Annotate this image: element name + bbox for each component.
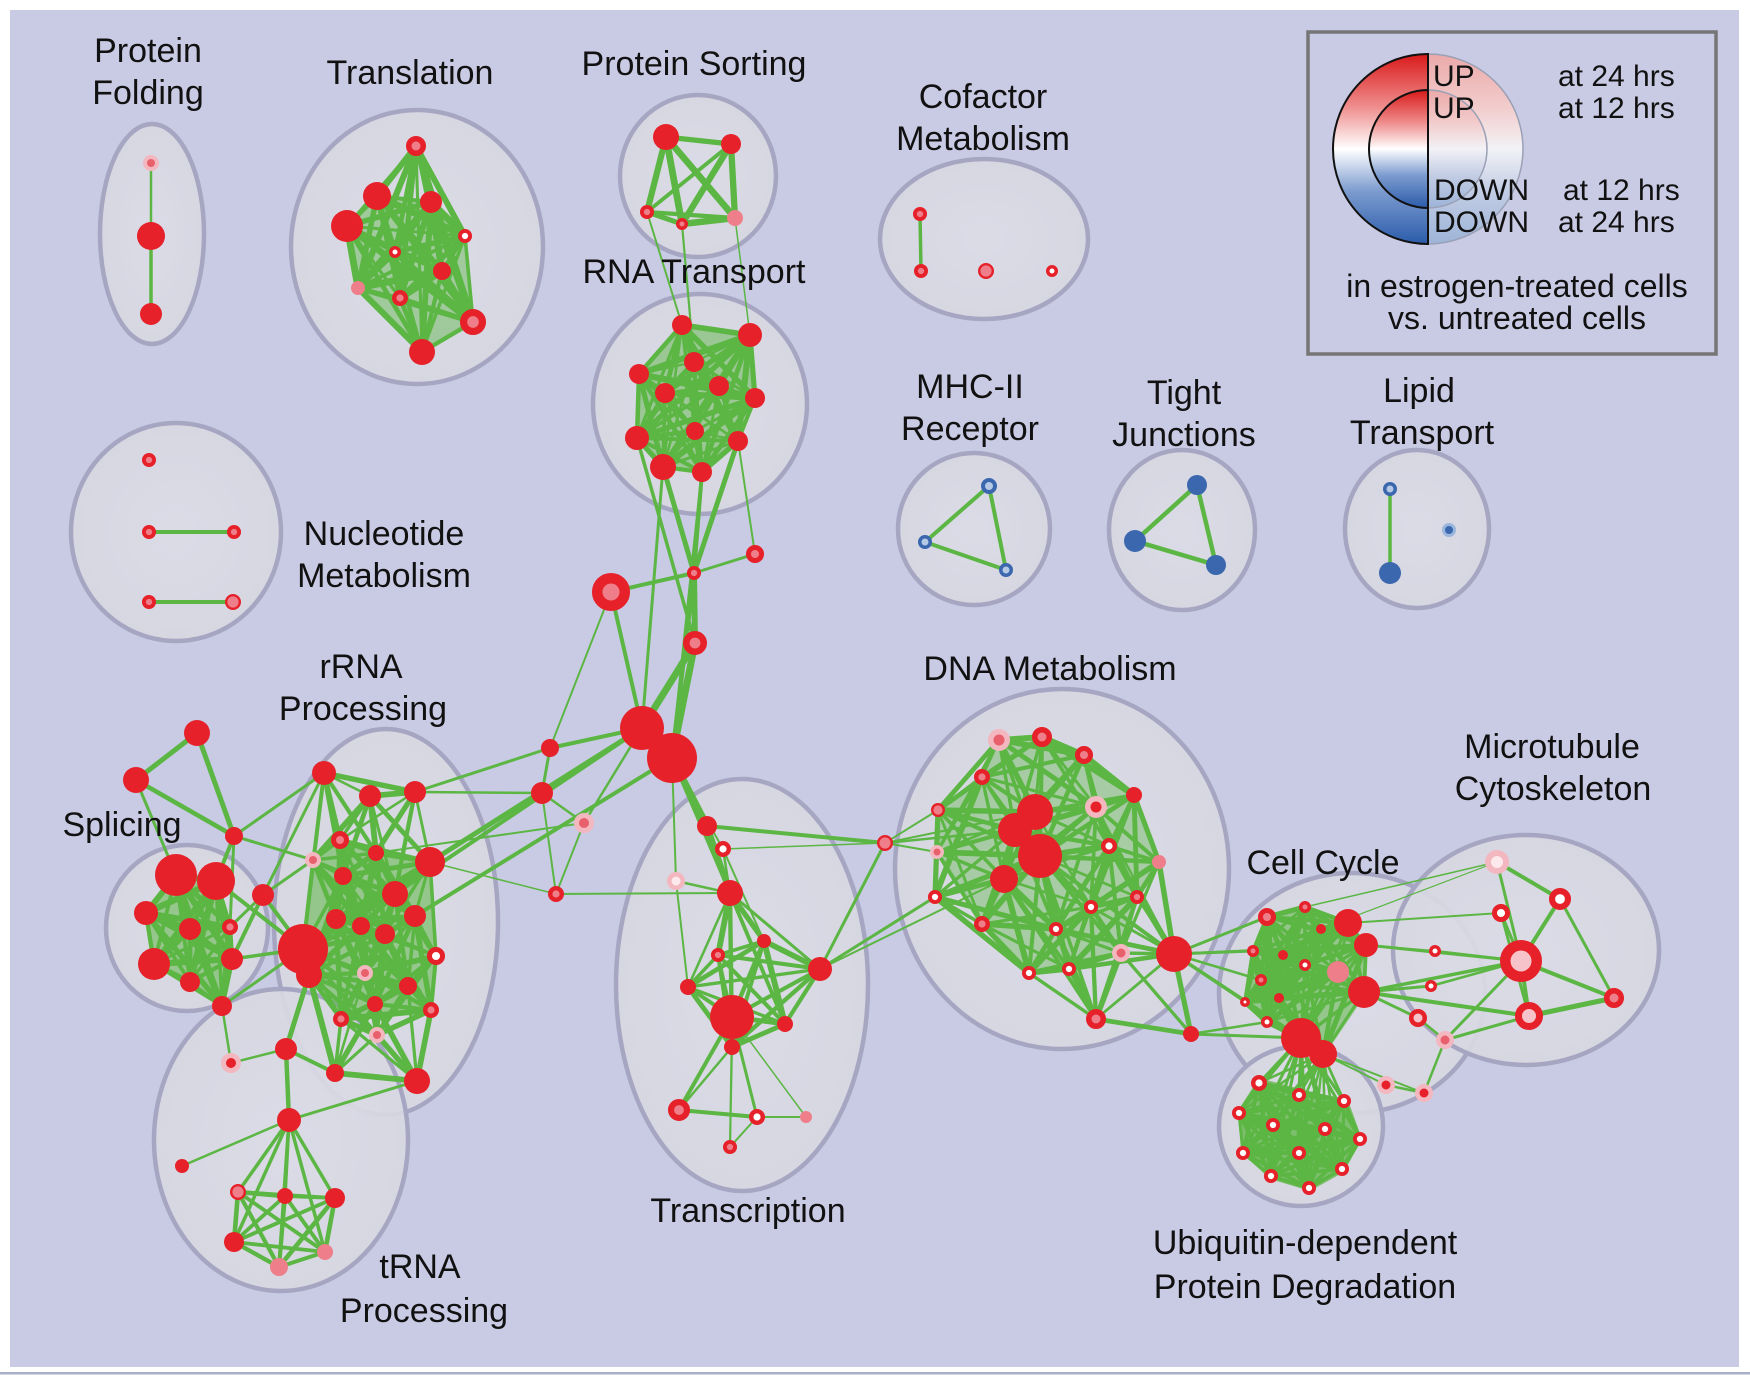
svg-text:Transport: Transport — [1350, 414, 1495, 452]
svg-text:Folding: Folding — [92, 74, 204, 112]
svg-text:Processing: Processing — [279, 690, 447, 728]
svg-text:Tight: Tight — [1147, 374, 1222, 412]
svg-text:Metabolism: Metabolism — [297, 557, 471, 595]
svg-text:Translation: Translation — [327, 54, 494, 92]
svg-text:vs. untreated cells: vs. untreated cells — [1388, 300, 1646, 336]
svg-text:at 24 hrs: at 24 hrs — [1558, 206, 1675, 239]
svg-text:Protein: Protein — [94, 32, 202, 70]
svg-text:at 12 hrs: at 12 hrs — [1558, 92, 1675, 125]
svg-text:Receptor: Receptor — [901, 410, 1039, 448]
svg-text:Cofactor: Cofactor — [919, 78, 1048, 116]
svg-text:Processing: Processing — [340, 1292, 508, 1330]
svg-text:RNA Transport: RNA Transport — [583, 253, 807, 291]
svg-text:Microtubule: Microtubule — [1464, 728, 1640, 766]
svg-text:at 12 hrs: at 12 hrs — [1563, 174, 1680, 207]
svg-text:at 24 hrs: at 24 hrs — [1558, 60, 1675, 93]
svg-text:UP: UP — [1433, 92, 1475, 125]
svg-text:DOWN: DOWN — [1434, 174, 1529, 207]
svg-text:Ubiquitin-dependent: Ubiquitin-dependent — [1153, 1224, 1458, 1262]
svg-text:DNA Metabolism: DNA Metabolism — [923, 650, 1176, 688]
svg-text:Nucleotide: Nucleotide — [304, 515, 465, 553]
svg-text:Cytoskeleton: Cytoskeleton — [1455, 770, 1652, 808]
svg-text:UP: UP — [1433, 60, 1475, 93]
svg-text:Protein Sorting: Protein Sorting — [582, 45, 807, 83]
svg-text:Lipid: Lipid — [1383, 372, 1455, 410]
svg-text:Transcription: Transcription — [650, 1192, 845, 1230]
svg-text:MHC-II: MHC-II — [916, 368, 1024, 406]
svg-text:tRNA: tRNA — [379, 1248, 461, 1286]
svg-text:DOWN: DOWN — [1434, 206, 1529, 239]
svg-text:Protein Degradation: Protein Degradation — [1154, 1268, 1456, 1306]
svg-text:in estrogen-treated cells: in estrogen-treated cells — [1346, 268, 1688, 304]
svg-text:Metabolism: Metabolism — [896, 120, 1070, 158]
svg-text:Splicing: Splicing — [62, 806, 181, 844]
svg-text:Cell Cycle: Cell Cycle — [1246, 844, 1399, 882]
svg-text:rRNA: rRNA — [319, 648, 402, 686]
svg-text:Junctions: Junctions — [1112, 416, 1256, 454]
